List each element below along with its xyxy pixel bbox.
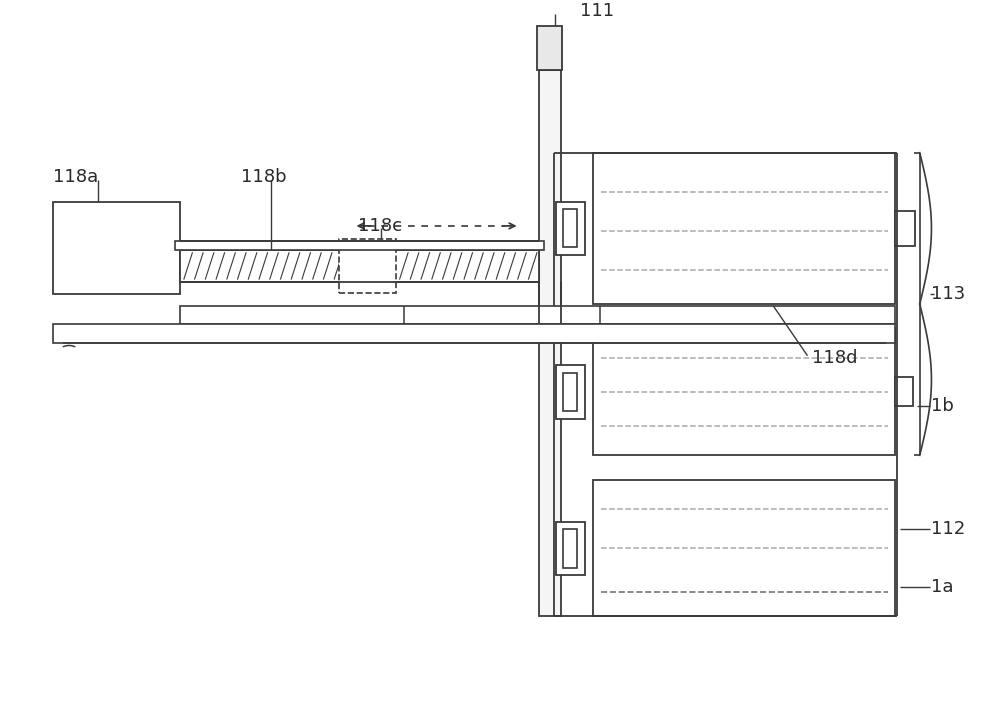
Text: 118d: 118d — [812, 349, 858, 367]
Bar — [563, 530, 577, 568]
Bar — [593, 480, 895, 617]
Bar — [539, 70, 561, 617]
Bar — [53, 324, 895, 343]
Bar — [895, 378, 913, 407]
Text: 1a: 1a — [931, 578, 954, 596]
Bar — [537, 25, 562, 70]
Bar — [593, 153, 895, 304]
Text: 113: 113 — [931, 285, 966, 303]
Text: 118c: 118c — [358, 217, 402, 235]
Bar — [563, 209, 577, 247]
Text: 118b: 118b — [241, 168, 287, 186]
Bar — [556, 366, 585, 419]
Bar — [180, 250, 539, 281]
Bar — [339, 238, 396, 293]
Bar — [175, 240, 544, 250]
Text: 1b: 1b — [931, 397, 954, 416]
Bar — [895, 211, 915, 247]
Bar — [593, 329, 895, 455]
Text: 118a: 118a — [53, 168, 98, 186]
Text: 111: 111 — [580, 2, 614, 21]
Text: 112: 112 — [931, 520, 966, 537]
Bar — [53, 201, 180, 294]
Bar — [180, 306, 895, 324]
Bar — [556, 522, 585, 575]
Bar — [563, 373, 577, 411]
Bar — [556, 201, 585, 255]
